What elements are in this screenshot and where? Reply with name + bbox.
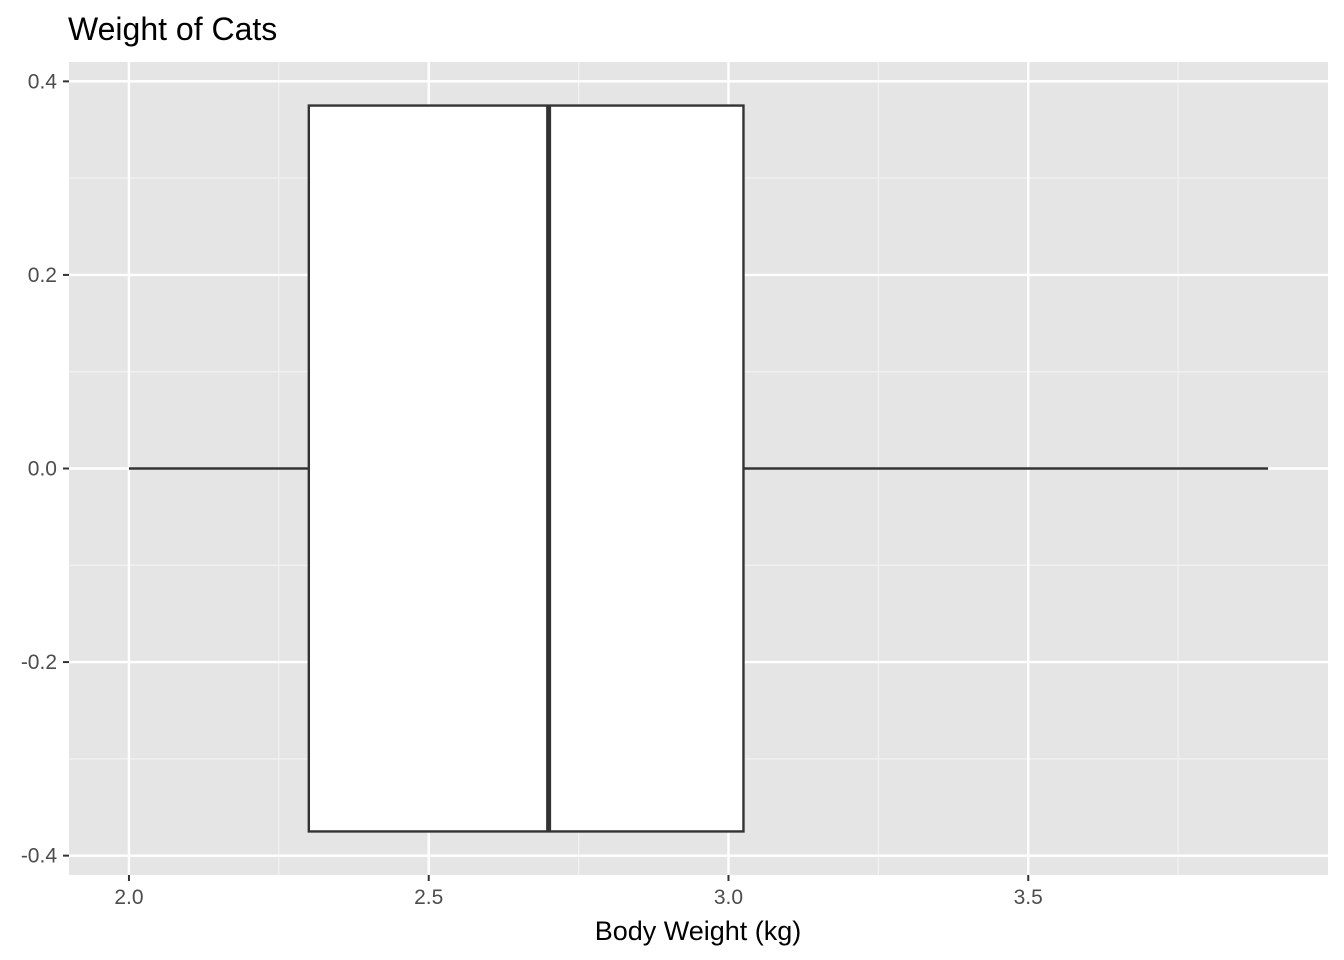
x-tick-label-1: 2.5 <box>414 886 443 909</box>
x-tick-label-2: 3.0 <box>714 886 743 909</box>
y-tick-label-0: -0.4 <box>21 845 58 868</box>
y-tick-label-1: -0.2 <box>21 651 57 674</box>
y-tick-label-2: 0.0 <box>28 458 57 481</box>
y-tick-label-3: 0.2 <box>28 264 57 287</box>
x-tick-label-3: 3.5 <box>1014 886 1043 909</box>
boxplot <box>128 104 1269 833</box>
chart-title: Weight of Cats <box>68 11 277 47</box>
x-axis-title: Body Weight (kg) <box>595 916 802 946</box>
interquartile-box <box>307 104 745 833</box>
x-axis: 2.0 2.5 3.0 3.5 <box>114 875 1043 909</box>
x-tick-label-0: 2.0 <box>114 886 143 909</box>
y-tick-label-4: 0.4 <box>28 70 58 93</box>
y-axis: -0.4 -0.2 0.0 0.2 0.4 <box>21 70 69 868</box>
